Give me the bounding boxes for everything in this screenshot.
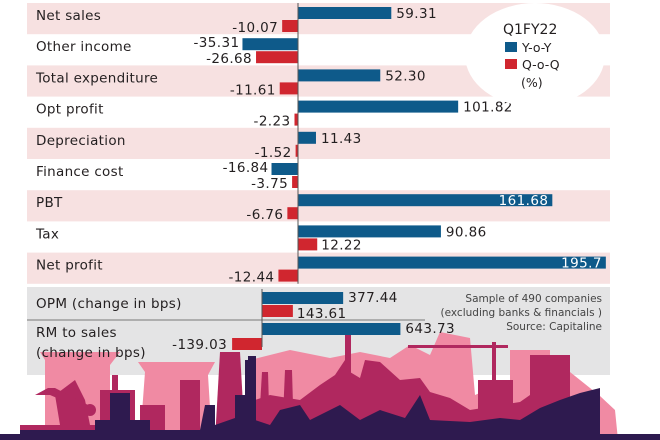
legend-swatch-yoy — [505, 42, 517, 52]
legend-label-yoy: Y-o-Y — [521, 40, 552, 55]
pumpjack-arm-shape — [35, 388, 88, 410]
bar-qoq — [287, 207, 298, 220]
value-label-qoq: -12.44 — [229, 270, 275, 286]
bar-qoq — [282, 20, 298, 32]
bar-qoq — [232, 338, 262, 350]
value-label-yoy: 52.30 — [385, 68, 426, 84]
bar-qoq — [279, 82, 298, 95]
source-notes: Sample of 490 companies (excluding banks … — [441, 293, 602, 333]
category-label: Net profit — [36, 258, 103, 274]
value-label-yoy: 90.86 — [446, 224, 487, 240]
bars — [232, 3, 606, 350]
category-label: Total expenditure — [35, 70, 158, 86]
bar-qoq — [256, 51, 298, 64]
legend-label-qoq: Q-o-Q — [522, 57, 560, 72]
value-label-qoq: -11.61 — [230, 82, 276, 98]
value-label-qoq: 143.61 — [297, 306, 347, 322]
source-note-line: (excluding banks & financials ) — [441, 307, 602, 319]
value-label-qoq: -10.07 — [232, 20, 278, 36]
bar-yoy — [298, 69, 381, 82]
bar-yoy — [262, 323, 401, 335]
foreground-silhouette-shape — [20, 360, 600, 440]
category-label: Finance cost — [36, 164, 124, 180]
bar-yoy — [298, 7, 392, 19]
value-label-yoy: 11.43 — [321, 131, 362, 147]
bar-qoq — [278, 269, 298, 282]
ground-strip-shape — [0, 434, 660, 440]
legend-swatch-qoq — [505, 59, 517, 69]
category-label: (change in bps) — [36, 345, 146, 361]
category-label: OPM (change in bps) — [36, 296, 182, 312]
category-label: Other income — [36, 39, 132, 55]
category-label: RM to sales — [36, 325, 117, 341]
value-label-qoq: -2.23 — [254, 114, 291, 130]
industrial-skyline-illustration — [0, 325, 660, 440]
bar-qoq — [294, 113, 298, 126]
bar-qoq — [262, 305, 293, 317]
value-label-yoy: -35.31 — [194, 35, 240, 51]
building-shape — [180, 380, 200, 440]
legend: Q1FY22 Y-o-Y Q-o-Q (%) — [465, 3, 605, 107]
row-band — [27, 127, 610, 159]
bar-yoy — [298, 225, 441, 238]
category-label: Opt profit — [36, 102, 104, 118]
value-label-qoq: -3.75 — [251, 176, 288, 192]
bar-yoy — [262, 292, 344, 304]
value-label-qoq: 12.22 — [321, 237, 362, 253]
category-label: Net sales — [36, 8, 101, 24]
category-label: PBT — [36, 195, 63, 211]
column-shape — [248, 356, 256, 440]
bar-yoy — [298, 100, 459, 113]
value-label-qoq: -6.76 — [246, 207, 283, 223]
value-label-yoy: 643.73 — [405, 321, 455, 337]
bar-yoy — [298, 131, 316, 144]
source-note-line: Source: Capitaline — [506, 321, 602, 333]
source-note-line: Sample of 490 companies — [465, 293, 602, 305]
bar-qoq — [292, 176, 298, 188]
bar-yoy — [271, 163, 298, 175]
value-label-yoy: 59.31 — [396, 6, 437, 22]
value-label-qoq: -26.68 — [206, 51, 252, 67]
legend-title: Q1FY22 — [503, 22, 557, 38]
legend-background — [465, 3, 605, 107]
bar-yoy — [298, 194, 553, 207]
value-label-qoq: -139.03 — [172, 337, 227, 353]
bar-yoy — [242, 38, 298, 51]
legend-unit: (%) — [521, 75, 543, 90]
value-label-yoy: 377.44 — [348, 290, 398, 306]
value-label-yoy: 101.82 — [463, 100, 513, 116]
value-label-yoy: 195.7 — [561, 256, 602, 272]
tower-shape — [345, 325, 351, 405]
scaffold-building-shape — [478, 380, 513, 420]
truss-tower-shape — [110, 393, 130, 440]
bar-qoq — [295, 144, 298, 157]
bar-qoq — [298, 238, 318, 251]
value-label-qoq: -1.52 — [255, 145, 292, 161]
bar-yoy — [298, 256, 606, 269]
crane-arm-shape — [408, 345, 508, 348]
pumpjack-head-shape — [84, 404, 96, 416]
value-label-yoy: 161.68 — [499, 193, 549, 209]
crane-mast-shape — [492, 342, 496, 402]
category-label: Depreciation — [36, 133, 126, 149]
category-label: Tax — [35, 226, 59, 242]
value-label-yoy: -16.84 — [223, 160, 269, 176]
